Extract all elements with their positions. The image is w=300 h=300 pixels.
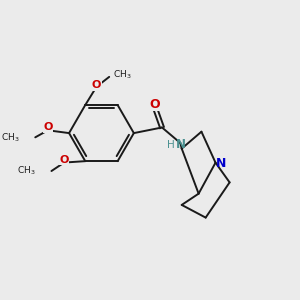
Text: CH$_3$: CH$_3$ xyxy=(1,131,20,144)
Text: O: O xyxy=(150,98,160,111)
Text: CH$_3$: CH$_3$ xyxy=(113,68,132,81)
Text: H: H xyxy=(167,140,175,150)
Text: CH$_3$: CH$_3$ xyxy=(17,165,36,177)
Text: O: O xyxy=(43,122,52,133)
Text: N: N xyxy=(176,138,186,151)
Text: O: O xyxy=(92,80,101,90)
Text: N: N xyxy=(215,157,226,170)
Text: O: O xyxy=(59,155,69,165)
